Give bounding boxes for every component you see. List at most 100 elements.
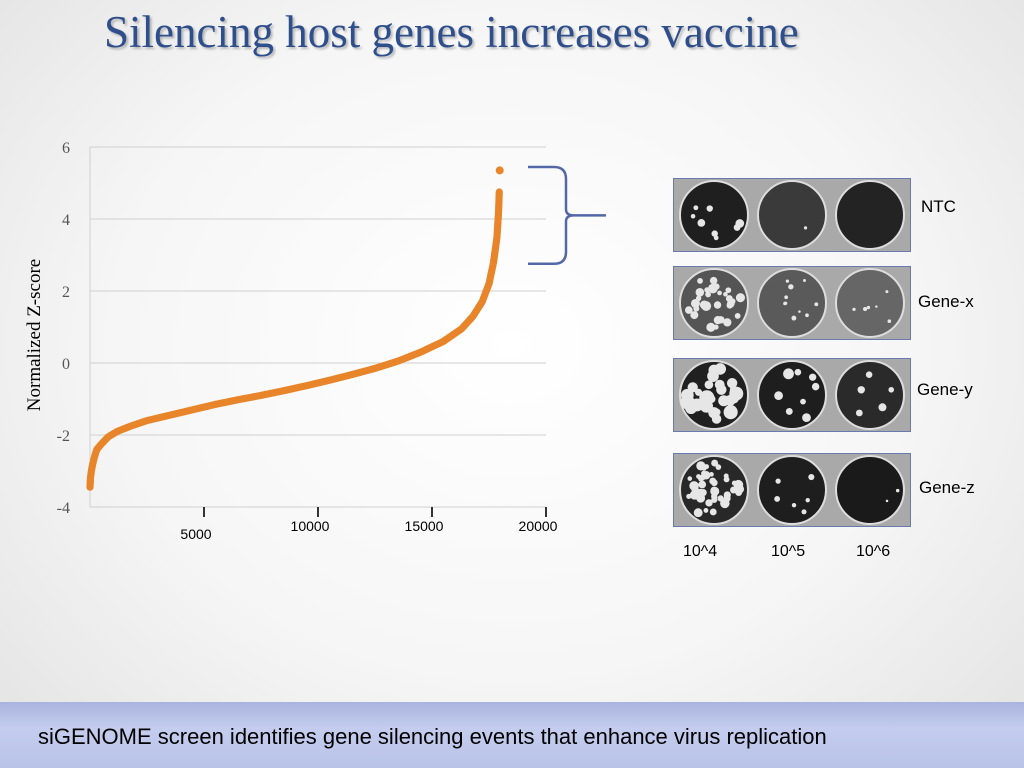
plate-row-gene-z	[673, 453, 911, 527]
slide-title: Silencing host genes increases vaccine	[104, 7, 799, 57]
x-tick-label: 15000	[405, 518, 444, 534]
plate-image	[679, 360, 905, 430]
plate-row-gene-x	[673, 266, 911, 340]
plate-row-label: Gene-y	[917, 380, 973, 399]
plaque	[718, 395, 730, 407]
plaque	[809, 373, 817, 381]
plaque	[733, 479, 744, 490]
plaque	[713, 235, 719, 241]
plaque	[687, 382, 698, 393]
y-tick-label: 4	[62, 212, 70, 229]
plaque	[800, 398, 806, 405]
plaque	[711, 230, 718, 237]
plaque	[723, 497, 729, 503]
plaque	[705, 499, 713, 507]
footer-banner: siGENOME screen identifies gene silencin…	[0, 702, 1024, 768]
plaque	[734, 313, 741, 319]
plaque	[717, 290, 722, 296]
plaque	[878, 403, 887, 412]
plate-image	[679, 180, 905, 250]
footer-text: siGENOME screen identifies gene silencin…	[38, 724, 827, 749]
plaque	[784, 295, 789, 300]
plate-row-ntc	[673, 178, 911, 252]
plaque	[715, 464, 722, 470]
plaque	[735, 219, 745, 228]
plaque	[697, 278, 703, 284]
plate-image	[679, 268, 905, 338]
plaque	[695, 288, 705, 297]
well	[835, 180, 905, 250]
plaque	[729, 394, 739, 404]
plaque	[705, 291, 711, 298]
plaque	[885, 499, 889, 503]
plaque	[686, 493, 692, 499]
plaque	[697, 219, 706, 227]
plaque	[791, 315, 797, 321]
plaque	[707, 370, 719, 382]
plaque	[794, 368, 802, 376]
plaque	[711, 459, 719, 467]
plaque	[703, 508, 709, 513]
plaque	[704, 464, 710, 470]
plaque	[774, 391, 783, 401]
plaque	[811, 382, 820, 391]
y-tick-label: 0	[62, 356, 70, 373]
plaque	[808, 473, 815, 481]
dilution-label: 10^5	[771, 543, 806, 560]
plaque	[887, 319, 892, 324]
plaque	[863, 306, 868, 312]
plaque	[803, 279, 806, 282]
plaque	[783, 368, 794, 380]
plaque	[713, 301, 722, 309]
plaque	[709, 472, 714, 477]
plaque	[855, 409, 863, 417]
plaque	[693, 508, 703, 518]
outlier-bracket	[528, 165, 606, 266]
plaque	[723, 405, 738, 420]
plaque	[785, 279, 790, 283]
plaque	[709, 508, 717, 516]
y-tick-label: 6	[62, 140, 70, 157]
plaque	[698, 480, 707, 489]
plaque	[717, 495, 724, 502]
plaque	[690, 213, 696, 219]
plate-row-gene-y	[673, 358, 911, 432]
plaque	[798, 310, 801, 313]
well	[835, 268, 905, 338]
plaque	[693, 205, 699, 211]
plaque	[711, 496, 718, 503]
plaque	[895, 488, 900, 493]
plaque	[888, 386, 895, 393]
plaque	[723, 318, 732, 327]
x-tick-label: 5000	[180, 526, 211, 542]
dilution-label: 10^4	[683, 543, 718, 560]
y-tick-label: 2	[62, 284, 70, 301]
plaque	[708, 283, 718, 294]
plaque	[687, 476, 693, 481]
plaque	[783, 301, 787, 306]
plaque	[685, 402, 697, 415]
plaque	[735, 489, 743, 497]
plaque	[699, 300, 709, 310]
plaque	[865, 371, 873, 378]
well	[757, 455, 827, 525]
plaque	[726, 299, 735, 308]
plate-row-label: NTC	[921, 197, 956, 216]
plaque	[710, 486, 718, 494]
data-point	[495, 188, 503, 196]
well	[835, 455, 905, 525]
plaque	[885, 290, 889, 294]
x-tick-labels: 5000 10000 15000 20000	[180, 518, 557, 542]
plaque	[723, 476, 730, 483]
plaque	[726, 377, 738, 389]
plaque	[788, 284, 794, 290]
plate-image	[679, 455, 905, 525]
plaque	[684, 306, 693, 314]
plaque	[691, 486, 700, 495]
x-tick-label: 10000	[291, 518, 330, 534]
plaque	[805, 313, 809, 318]
plaque	[706, 205, 713, 212]
plaque	[690, 298, 700, 309]
plaque	[814, 302, 819, 307]
well	[757, 180, 827, 250]
